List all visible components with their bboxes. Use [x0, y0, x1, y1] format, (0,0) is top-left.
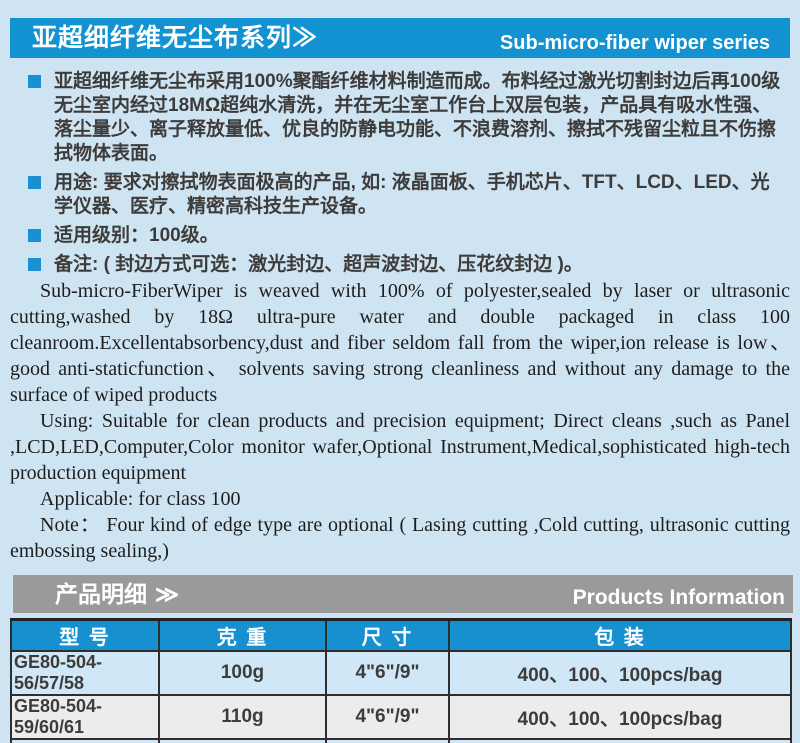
cell-model: GE80-504-62/63/64	[10, 738, 160, 743]
column-header-model: 型 号	[10, 618, 160, 652]
square-bullet-icon	[28, 75, 41, 88]
products-info-zh-text: 产品明细	[55, 581, 147, 607]
list-item-text: 亚超细纤维无尘布采用100%聚酯纤维材料制造而成。布料经过激光切割封边后再100…	[54, 71, 781, 164]
list-item: 亚超细纤维无尘布采用100%聚酯纤维材料制造而成。布料经过激光切割封边后再100…	[28, 70, 782, 166]
square-bullet-icon	[28, 229, 41, 242]
series-title-zh: 亚超细纤维无尘布系列≫	[10, 18, 318, 58]
table-header-row: 型 号 克 重 尺 寸 包 装	[10, 618, 792, 652]
english-paragraph-applicable: Applicable: for class 100	[40, 488, 241, 510]
english-paragraph-intro: Sub-micro-FiberWiper is weaved with 100%…	[10, 280, 790, 406]
table-row: GE80-504-56/57/58 100g 4"6"/9" 400、100、1…	[10, 650, 792, 696]
double-chevron-icon: ≫	[292, 24, 319, 52]
column-header-size: 尺 寸	[325, 618, 450, 652]
products-info-title-zh: 产品明细 ≫	[13, 575, 179, 613]
cell-packing: 400、100、100pcs/bag	[448, 694, 792, 740]
cell-size: 4"6"/9"	[325, 738, 450, 743]
list-item: 适用级别：100级。	[28, 224, 782, 248]
chinese-description-list: 亚超细纤维无尘布采用100%聚酯纤维材料制造而成。布料经过激光切割封边后再100…	[28, 70, 782, 282]
column-header-weight: 克 重	[158, 618, 327, 652]
cell-model: GE80-504-56/57/58	[10, 650, 160, 696]
list-item-text: 备注: ( 封边方式可选：激光封边、超声波封边、压花纹封边 )。	[54, 254, 583, 275]
cell-model: GE80-504-59/60/61	[10, 694, 160, 740]
series-title-en: Sub-micro-fiber wiper series	[499, 32, 770, 54]
cell-packing: 400、100、100pcs/bag	[448, 738, 792, 743]
series-title-zh-text: 亚超细纤维无尘布系列	[32, 24, 293, 52]
list-item-text: 适用级别：100级。	[54, 225, 219, 246]
products-info-title-en: Products Information	[572, 586, 785, 609]
list-item-text: 用途: 要求对擦拭物表面极高的产品, 如: 液晶面板、手机芯片、TFT、LCD、…	[54, 172, 770, 217]
cell-size: 4"6"/9"	[325, 650, 450, 696]
product-spec-table: 型 号 克 重 尺 寸 包 装 GE80-504-56/57/58 100g 4…	[10, 618, 792, 743]
double-chevron-icon: ≫	[155, 581, 180, 607]
square-bullet-icon	[28, 258, 41, 271]
english-paragraph-using: Using: Suitable for clean products and p…	[10, 410, 790, 484]
list-item: 备注: ( 封边方式可选：激光封边、超声波封边、压花纹封边 )。	[28, 253, 782, 277]
cell-size: 4"6"/9"	[325, 694, 450, 740]
square-bullet-icon	[28, 176, 41, 189]
english-description: Sub-micro-FiberWiper is weaved with 100%…	[10, 278, 790, 564]
table-row: GE80-504-59/60/61 110g 4"6"/9" 400、100、1…	[10, 694, 792, 740]
english-paragraph-note: Note： Four kind of edge type are optiona…	[10, 514, 790, 562]
series-title-bar: 亚超细纤维无尘布系列≫ Sub-micro-fiber wiper series	[10, 18, 790, 58]
cell-packing: 400、100、100pcs/bag	[448, 650, 792, 696]
cell-weight: 120g	[158, 738, 327, 743]
cell-weight: 110g	[158, 694, 327, 740]
products-info-bar: 产品明细 ≫ Products Information	[13, 575, 793, 613]
list-item: 用途: 要求对擦拭物表面极高的产品, 如: 液晶面板、手机芯片、TFT、LCD、…	[28, 171, 782, 219]
table-row: GE80-504-62/63/64 120g 4"6"/9" 400、100、1…	[10, 738, 792, 743]
column-header-packing: 包 装	[448, 618, 792, 652]
cell-weight: 100g	[158, 650, 327, 696]
